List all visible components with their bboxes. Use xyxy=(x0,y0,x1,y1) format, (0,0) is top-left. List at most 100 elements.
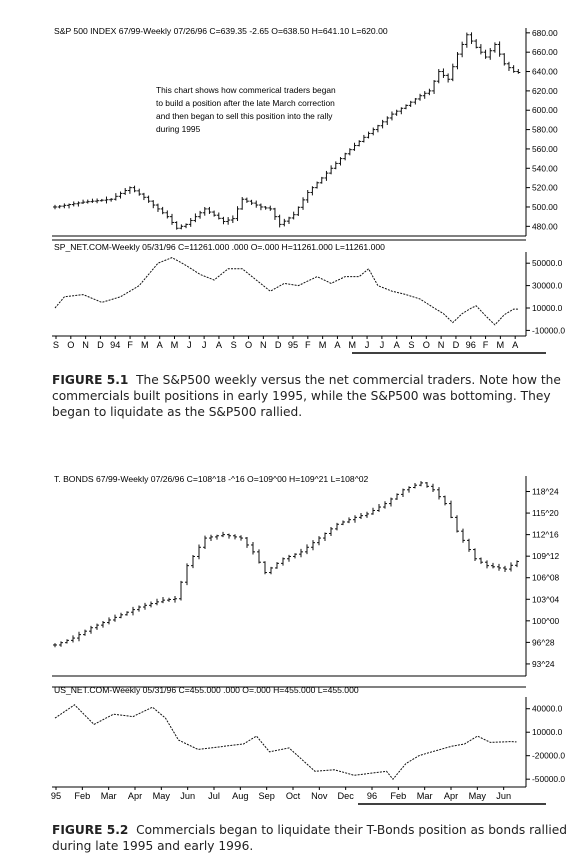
x-tick-label: N xyxy=(82,340,89,350)
sp-net-header: SP_NET.COM-Weekly 05/31/96 C=11261.000 .… xyxy=(54,242,385,252)
x-tick-label: S xyxy=(53,340,59,350)
x-tick-label: Apr xyxy=(128,791,142,801)
x-tick-label: 96 xyxy=(466,340,476,350)
x-tick-label: J xyxy=(380,340,385,350)
x-tick-label: M xyxy=(319,340,327,350)
x-tick-label: Mar xyxy=(417,791,433,801)
y-tick-label: -10000.0 xyxy=(532,325,565,335)
y-tick-label: 640.00 xyxy=(532,67,558,77)
x-tick-label: S xyxy=(231,340,237,350)
figure-caption-2: FIGURE 5.2 Commercials began to liquidat… xyxy=(52,822,572,854)
y-tick-label: 106^08 xyxy=(532,573,560,583)
y-tick-label: 500.00 xyxy=(532,202,558,212)
tbond-price-panel: 118^24 115^20 112^16 109^12 106^08 103^04 100^… xyxy=(52,476,560,688)
x-tick-label: Jun xyxy=(180,791,195,801)
x-tick-label: M xyxy=(497,340,505,350)
x-tick-label: D xyxy=(97,340,104,350)
y-tick-label: 100^00 xyxy=(532,616,560,626)
x-tick-label: May xyxy=(153,791,171,801)
y-tick-label: 680.00 xyxy=(532,28,558,38)
x-tick-label: J xyxy=(365,340,370,350)
x-tick-label: Aug xyxy=(232,791,248,801)
x-tick-label: N xyxy=(260,340,267,350)
annotation-line: and then began to sell this position int… xyxy=(156,111,333,121)
x-tick-label: A xyxy=(157,340,164,350)
y-tick-label: 10000.0 xyxy=(532,727,563,737)
sp500-price-panel: 680.00 660.00 640.00 620.00 600.00 580.00 560.… xyxy=(52,28,558,241)
caption-text: Commercials began to liquidate their T-B… xyxy=(52,823,567,853)
x-tick-label: Apr xyxy=(444,791,458,801)
net-commercials-line xyxy=(54,257,519,326)
x-tick-label: D xyxy=(453,340,460,350)
y-tick-label: -20000.0 xyxy=(532,751,565,761)
x-tick-label: J xyxy=(187,340,192,350)
y-tick-label: 520.00 xyxy=(532,183,558,193)
x-tick-label: Dec xyxy=(337,791,354,801)
us-net-header: US_NET.COM-Weekly 05/31/96 C=455.000 .00… xyxy=(54,685,359,695)
x-tick-label: A xyxy=(216,340,223,350)
x-tick-label: 96 xyxy=(367,791,377,801)
x-tick-label: M xyxy=(348,340,356,350)
caption-text: The S&P500 weekly versus the net commerc… xyxy=(52,373,561,419)
y-tick-label: 50000.0 xyxy=(532,258,563,268)
y-tick-label: 560.00 xyxy=(532,144,558,154)
x-tick-label: Feb xyxy=(390,791,406,801)
x-tick-label: A xyxy=(334,340,341,350)
tbond-header: T. BONDS 67/99-Weekly 07/26/96 C=108^18 … xyxy=(54,474,369,484)
x-tick-label: Sep xyxy=(258,791,274,801)
annotation-line: to build a position after the late March… xyxy=(156,98,335,108)
x-tick-label: F xyxy=(127,340,133,350)
x-tick-label: A xyxy=(512,340,519,350)
annotation: This chart shows how commerical traders … xyxy=(156,85,336,134)
y-tick-label: 93^24 xyxy=(532,659,555,669)
y-tick-label: 540.00 xyxy=(532,163,558,173)
x-tick-label: Feb xyxy=(74,791,90,801)
figure-caption-1: FIGURE 5.1 The S&P500 weekly versus the … xyxy=(52,372,572,420)
figure-label: FIGURE 5.1 xyxy=(52,373,129,387)
x-tick-label: M xyxy=(171,340,179,350)
x-tick-label: 95 xyxy=(288,340,298,350)
x-tick-label: M xyxy=(141,340,149,350)
x-tick-label: Oct xyxy=(286,791,301,801)
y-tick-label: 10000.0 xyxy=(532,303,563,313)
x-tick-label: J xyxy=(202,340,207,350)
y-tick-label: 103^04 xyxy=(532,594,560,604)
y-tick-label: 109^12 xyxy=(532,551,560,561)
x-tick-label: Jul xyxy=(208,791,220,801)
figure-label: FIGURE 5.2 xyxy=(52,823,129,837)
net-commercials-line xyxy=(54,704,517,780)
y-tick-label: 112^16 xyxy=(532,530,559,540)
annotation-line: during 1995 xyxy=(156,124,201,134)
y-tick-label: 580.00 xyxy=(532,125,558,135)
y-tick-label: 620.00 xyxy=(532,86,558,96)
x-tick-label: O xyxy=(67,340,74,350)
y-tick-label: 480.00 xyxy=(532,221,558,231)
y-tick-label: 660.00 xyxy=(532,47,558,57)
x-tick-label: D xyxy=(275,340,282,350)
annotation-line: This chart shows how commerical traders … xyxy=(156,85,336,95)
x-tick-label: A xyxy=(394,340,401,350)
x-tick-label: Jun xyxy=(496,791,511,801)
x-tick-label: 95 xyxy=(51,791,61,801)
y-tick-label: 600.00 xyxy=(532,105,558,115)
x-tick-label: N xyxy=(438,340,445,350)
y-tick-label: 96^28 xyxy=(532,637,555,647)
x-tick-label: F xyxy=(305,340,311,350)
x-tick-label: Mar xyxy=(101,791,117,801)
x-tick-label: Nov xyxy=(311,791,328,801)
y-tick-label: 118^24 xyxy=(532,487,559,497)
x-tick-label: 94 xyxy=(110,340,120,350)
x-tick-label: O xyxy=(245,340,252,350)
x-tick-label: May xyxy=(469,791,487,801)
y-tick-label: 40000.0 xyxy=(532,704,563,714)
y-tick-label: 30000.0 xyxy=(532,281,563,291)
y-tick-label: 115^20 xyxy=(532,508,559,518)
x-tick-label: F xyxy=(483,340,489,350)
x-tick-label: O xyxy=(423,340,430,350)
us-net-commercials-panel: 40000.0 10000.0 -20000.0 -50000.0 95 Feb Mar Ap… xyxy=(51,697,565,805)
sp500-header: S&P 500 INDEX 67/99-Weekly 07/26/96 C=63… xyxy=(54,26,388,36)
y-tick-label: -50000.0 xyxy=(532,774,565,784)
x-tick-label: S xyxy=(408,340,414,350)
